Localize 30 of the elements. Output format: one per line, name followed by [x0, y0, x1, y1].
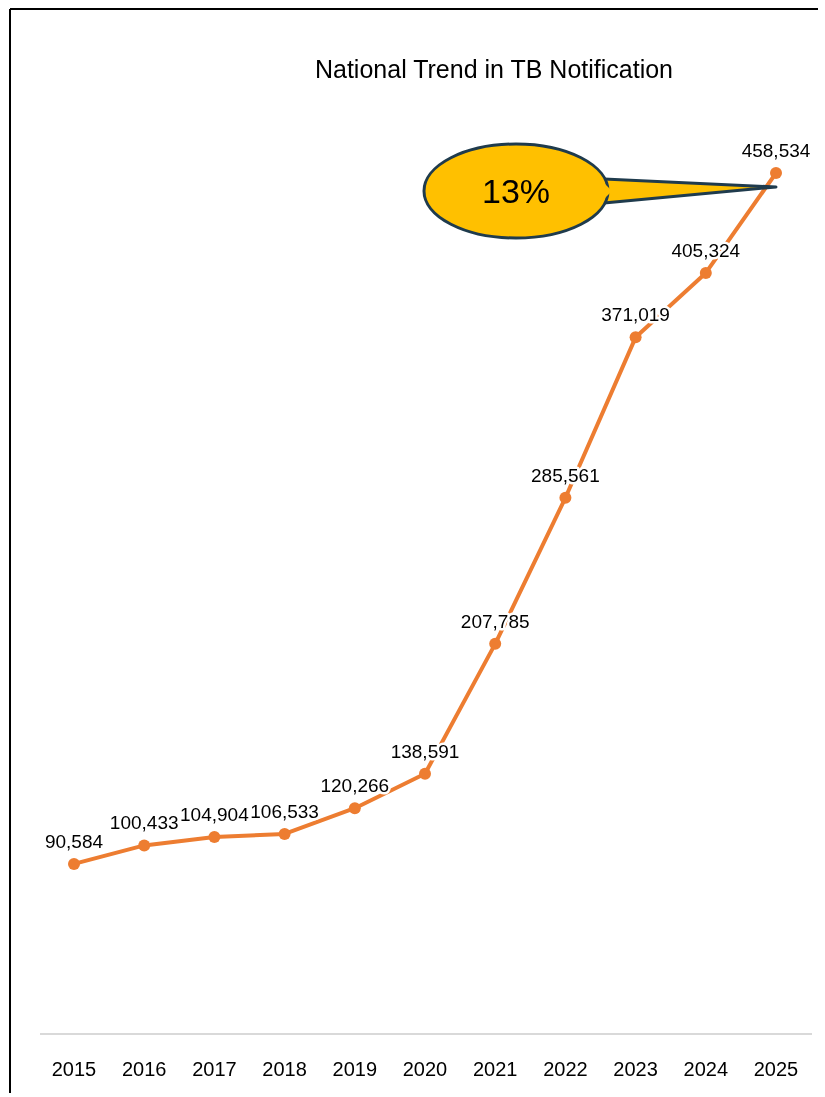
point — [629, 331, 642, 344]
data-label: 90,584 — [44, 830, 104, 852]
data-label: 100,433 — [109, 812, 179, 834]
data-label: 120,266 — [320, 775, 390, 797]
point — [699, 266, 712, 279]
x-tick-label: 2019 — [332, 1058, 378, 1080]
point — [138, 839, 151, 852]
point — [419, 767, 431, 780]
x-tick-label: 2023 — [613, 1058, 658, 1080]
data-label: 106,533 — [250, 800, 319, 822]
point — [68, 857, 80, 870]
x-tick-label: 2015 — [51, 1058, 97, 1080]
point — [770, 167, 782, 179]
point — [348, 802, 361, 815]
x-tick-label: 2020 — [402, 1058, 448, 1080]
x-tick-label: 2018 — [262, 1058, 307, 1080]
data-label: 104,904 — [180, 804, 250, 826]
point — [559, 491, 572, 504]
x-tick-label: 2021 — [472, 1058, 518, 1080]
x-tick-label: 2016 — [121, 1058, 167, 1080]
point — [278, 827, 291, 840]
annotation: 13% — [481, 172, 551, 210]
x-tick-label: 2017 — [192, 1058, 237, 1080]
point — [489, 637, 502, 650]
x-tick-label: 2025 — [753, 1058, 799, 1080]
x-tick-label: 2024 — [683, 1058, 729, 1080]
data-label: 458,534 — [741, 140, 811, 161]
x-tick-label: 2022 — [543, 1058, 588, 1080]
point — [208, 831, 221, 844]
chart-title: National Trend in TB Notification — [314, 55, 674, 83]
